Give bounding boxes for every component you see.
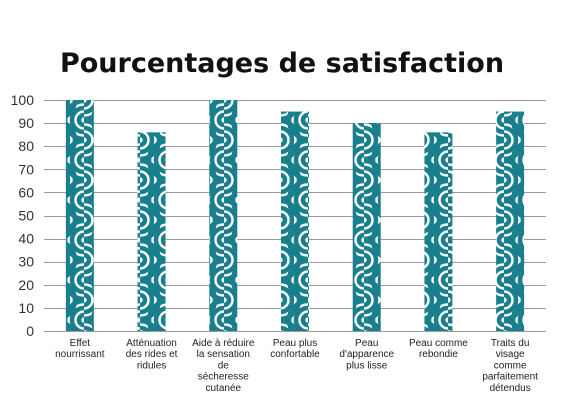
x-tick-label-line: détendus [490, 383, 531, 394]
y-tick-label: 60 [18, 184, 34, 200]
y-tick-label: 20 [18, 277, 34, 293]
bar [65, 100, 94, 331]
bar [424, 132, 453, 331]
x-tick-label-line: Traits du [491, 338, 530, 349]
x-tick-label-line: ridules [137, 360, 166, 371]
x-tick-label-line: Atténuation [126, 338, 177, 349]
x-tick-label-line: confortable [270, 349, 320, 360]
y-tick-label: 40 [18, 231, 34, 247]
y-tick-label: 100 [11, 92, 35, 108]
x-tick-label-line: nourrissant [55, 349, 105, 360]
x-tick-label-line: la sensation [197, 349, 250, 360]
x-tick-label: Peau plus confortable [270, 338, 320, 360]
chart-title: Pourcentages de satisfaction [60, 48, 504, 79]
x-tick-label: Peau comme rebondie [409, 338, 468, 360]
x-tick-label-line: Aide à réduire [192, 338, 255, 349]
y-axis-ticks: 0 10 20 30 40 50 60 70 80 90 100 [11, 92, 35, 339]
x-tick-label: Atténuation des rides et ridules [126, 338, 178, 371]
bar [281, 111, 309, 331]
y-tick-label: 90 [18, 115, 34, 131]
x-tick-label: Aide à réduire la sensation de sécheresse cu… [192, 338, 255, 394]
x-tick-label-line: d'apparence [339, 349, 394, 360]
x-tick-label-line: visage [496, 349, 525, 360]
y-tick-label: 70 [18, 161, 34, 177]
bar [137, 132, 166, 331]
x-tick-label: Traits du visage comme parfaitement détendus [482, 338, 538, 394]
x-tick-label-line: Peau comme [409, 338, 468, 349]
x-tick-label-line: parfaitement [482, 372, 538, 383]
y-tick-label: 30 [18, 254, 34, 270]
x-tick-label-line: Peau [355, 338, 378, 349]
x-tick-label-line: comme [494, 360, 527, 371]
x-tick-label-line: sécheresse [198, 372, 250, 383]
x-tick-label: Peau d'apparence plus lisse [339, 338, 394, 371]
bar [209, 100, 238, 331]
x-tick-label-line: de [218, 360, 230, 371]
bars [65, 100, 525, 331]
bar [352, 123, 381, 331]
x-tick-label-line: plus lisse [346, 360, 388, 371]
x-tick-label-line: rebondie [419, 349, 458, 360]
x-tick-label-line: Effet [70, 338, 91, 349]
y-tick-label: 80 [18, 138, 34, 154]
x-tick-label: Effet nourrissant [55, 338, 105, 360]
y-tick-label: 50 [18, 208, 34, 224]
bar [496, 111, 525, 331]
x-tick-label-line: cutanée [205, 383, 241, 394]
y-tick-label: 10 [18, 300, 34, 316]
y-tick-label: 0 [26, 323, 34, 339]
x-tick-label-line: des rides et [126, 349, 178, 360]
x-tick-label-line: Peau plus [273, 338, 317, 349]
